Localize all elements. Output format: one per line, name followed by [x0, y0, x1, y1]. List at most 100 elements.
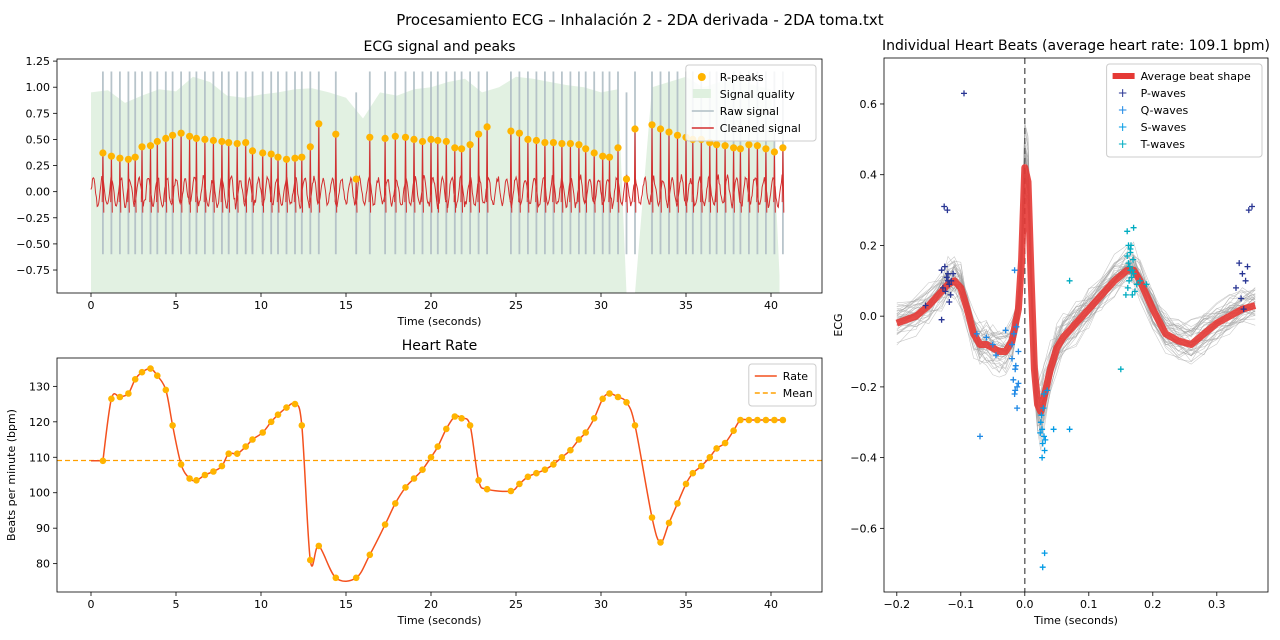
ecg-r-peak-point: [366, 133, 374, 141]
ecg-r-peak-point: [549, 139, 558, 147]
hr-rate-point: [249, 436, 256, 443]
hr-rate-point: [631, 422, 639, 429]
ecg-r-peak-point: [146, 142, 155, 150]
beats-s-wave-marker: [1039, 564, 1046, 571]
beats-t-wave-marker: [1143, 281, 1150, 288]
hr-rate-point: [392, 500, 399, 507]
ecg-x-tick-label: 35: [679, 299, 693, 312]
ecg-r-peak-point: [267, 150, 275, 158]
hr-rate-point: [283, 404, 290, 411]
beats-p-wave-marker: [947, 291, 954, 298]
beats-x-tick-label: −0.2: [883, 598, 910, 611]
beats-s-wave-marker: [1041, 447, 1048, 454]
ecg-y-tick-label: −0.50: [16, 238, 50, 251]
ecg-signal-chart: 0 5 10 15 20 25 30 35 40 −0.75 −0.50 −0.25 0.00 0.25 0…: [16, 39, 823, 328]
ecg-x-tick-label: 30: [594, 299, 608, 312]
hr-rate-point: [475, 477, 482, 484]
hr-rate-point: [169, 422, 176, 429]
hr-rate-point: [267, 418, 275, 426]
beats-t-wave-marker: [1137, 277, 1143, 284]
beats-q-wave-marker: [973, 330, 980, 337]
beats-p-wave-marker: [944, 207, 951, 214]
ecg-r-peak-point: [745, 141, 753, 149]
heart-beats-chart: −0.2 −0.1 0.0 0.1 0.2 0.3 −0.6 −0.4 −0.2 0.0 0.2 0.…: [832, 38, 1270, 627]
beats-legend-label: Q-waves: [1141, 104, 1189, 117]
beats-s-wave-marker: [1066, 426, 1073, 433]
beats-q-wave-marker: [1012, 387, 1019, 394]
beats-t-wave-marker: [1127, 267, 1134, 274]
hr-rate-point: [516, 480, 523, 488]
beats-s-wave-marker: [1037, 429, 1044, 436]
beats-p-wave-marker: [942, 288, 949, 295]
ecg-r-peak-point: [730, 144, 738, 152]
hr-axes-frame: [56, 357, 823, 593]
beats-x-tick-label: 0.0: [1016, 598, 1034, 611]
ecg-r-peak-point: [590, 149, 598, 157]
beats-axes-frame: [883, 57, 1269, 593]
beats-individual-beat-line: [896, 191, 1256, 417]
beats-legend-label: S-waves: [1141, 121, 1187, 134]
beats-t-wave-marker: [1131, 288, 1138, 295]
ecg-r-peak-point: [605, 153, 614, 161]
hr-plot-area: [57, 358, 822, 592]
beats-t-wave-marker: [1128, 274, 1135, 281]
ecg-legend-box: [685, 64, 817, 142]
ecg-y-tick-label: 0.50: [26, 133, 51, 146]
beats-t-wave-marker: [1130, 224, 1137, 231]
ecg-r-peak-point: [466, 141, 474, 149]
hr-y-tick-label: 80: [36, 558, 50, 571]
hr-y-tick-label: 100: [29, 487, 50, 500]
beats-t-wave-marker: [1066, 277, 1073, 284]
ecg-r-peak-point: [458, 145, 466, 153]
hr-rate-point: [771, 416, 778, 424]
ecg-r-peak-point: [107, 152, 115, 160]
beats-p-wave-marker: [1236, 260, 1243, 267]
beats-s-wave-marker: [1042, 436, 1049, 443]
ecg-r-peak-point: [99, 149, 107, 157]
beats-p-wave-marker: [946, 281, 953, 288]
ecg-x-tick-label: 15: [339, 299, 353, 312]
beats-p-wave-marker: [941, 203, 948, 210]
beats-p-wave-marker: [1245, 207, 1252, 214]
hr-rate-point: [713, 445, 720, 452]
hr-rate-point: [332, 574, 340, 582]
ecg-legend-label: Signal quality: [720, 88, 795, 101]
hr-rate-point: [186, 475, 193, 482]
hr-rate-point: [298, 422, 306, 429]
hr-rate-point: [590, 415, 598, 422]
hr-rate-point: [381, 521, 389, 528]
ecg-legend-swatch: [697, 73, 706, 81]
hr-rate-point: [599, 395, 606, 403]
hr-rate-point: [698, 462, 705, 470]
beats-x-tick-label: 0.2: [1144, 598, 1162, 611]
hr-rate-point: [427, 454, 435, 461]
beats-s-wave-marker: [1041, 433, 1047, 440]
beats-s-wave-marker: [1041, 550, 1048, 557]
ecg-r-peak-point: [315, 120, 323, 128]
hr-rate-point: [419, 466, 426, 474]
ecg-r-peak-point: [566, 140, 575, 148]
ecg-y-tick-label: 1.00: [26, 81, 51, 94]
beats-q-wave-marker: [1011, 267, 1018, 274]
beats-individual-beat-line: [896, 187, 1256, 422]
ecg-legend-label: Cleaned signal: [720, 122, 801, 135]
ecg-r-peak-point: [233, 140, 241, 148]
ecg-r-peak-point: [138, 143, 146, 151]
hr-rate-point: [366, 551, 374, 559]
beats-q-wave-marker: [989, 341, 996, 348]
hr-rate-point: [154, 372, 161, 380]
hr-rate-point: [689, 469, 697, 477]
beats-p-wave-marker: [946, 299, 953, 305]
beats-t-wave-marker: [1117, 366, 1124, 373]
hr-rate-point: [541, 466, 549, 474]
hr-rate-point: [233, 450, 241, 458]
hr-rate-point: [125, 390, 132, 397]
ecg-r-peak-point: [162, 134, 170, 142]
ecg-r-peak-point: [770, 148, 779, 156]
hr-rate-point: [274, 411, 282, 419]
beats-y-tick-label: −0.2: [850, 381, 877, 394]
beats-p-wave-marker: [945, 270, 951, 277]
beats-p-wave-marker: [1240, 306, 1247, 313]
ecg-r-peak-point: [192, 134, 200, 142]
beats-s-wave-marker: [1039, 440, 1046, 447]
